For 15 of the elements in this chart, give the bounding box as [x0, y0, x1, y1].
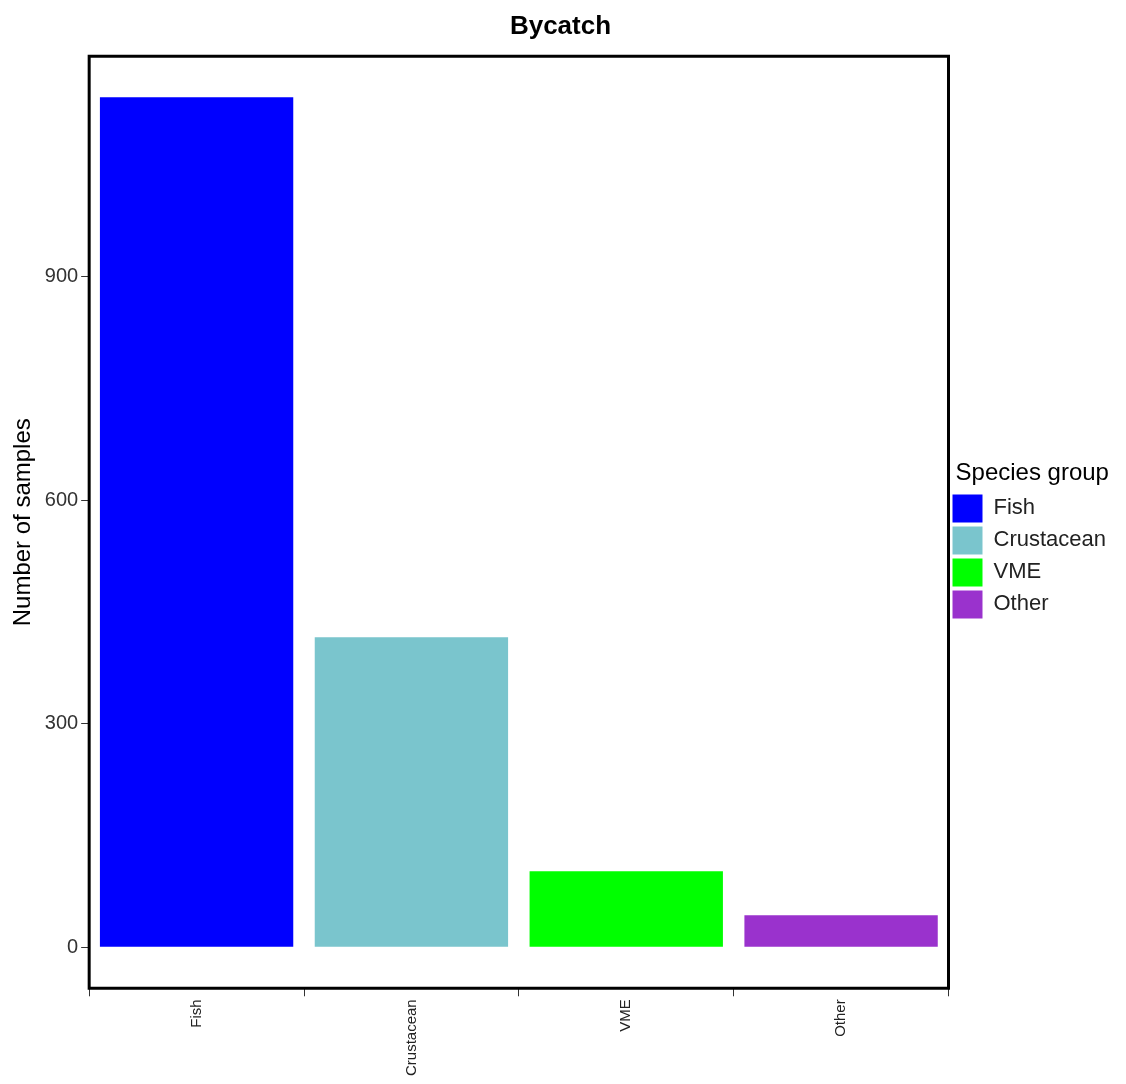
x-tick-label: Crustacean — [401, 999, 419, 1077]
legend-label: Other — [993, 590, 1049, 616]
x-tick-label: VME — [616, 999, 634, 1032]
y-tick-label: 900 — [44, 264, 79, 287]
x-tick-label: Other — [831, 999, 849, 1037]
y-tick-label: 300 — [44, 711, 79, 734]
legend-title: Species group — [955, 458, 1109, 486]
y-tick-label: 0 — [67, 934, 79, 957]
legend-label: Fish — [993, 494, 1036, 520]
x-tick-label: Fish — [186, 999, 204, 1028]
y-tick-label: 600 — [44, 487, 79, 510]
legend-label: VME — [993, 558, 1042, 584]
legend-label: Crustacean — [993, 526, 1107, 552]
y-axis-title: Number of samples — [8, 418, 36, 627]
chart-title: Bycatch — [509, 9, 612, 40]
